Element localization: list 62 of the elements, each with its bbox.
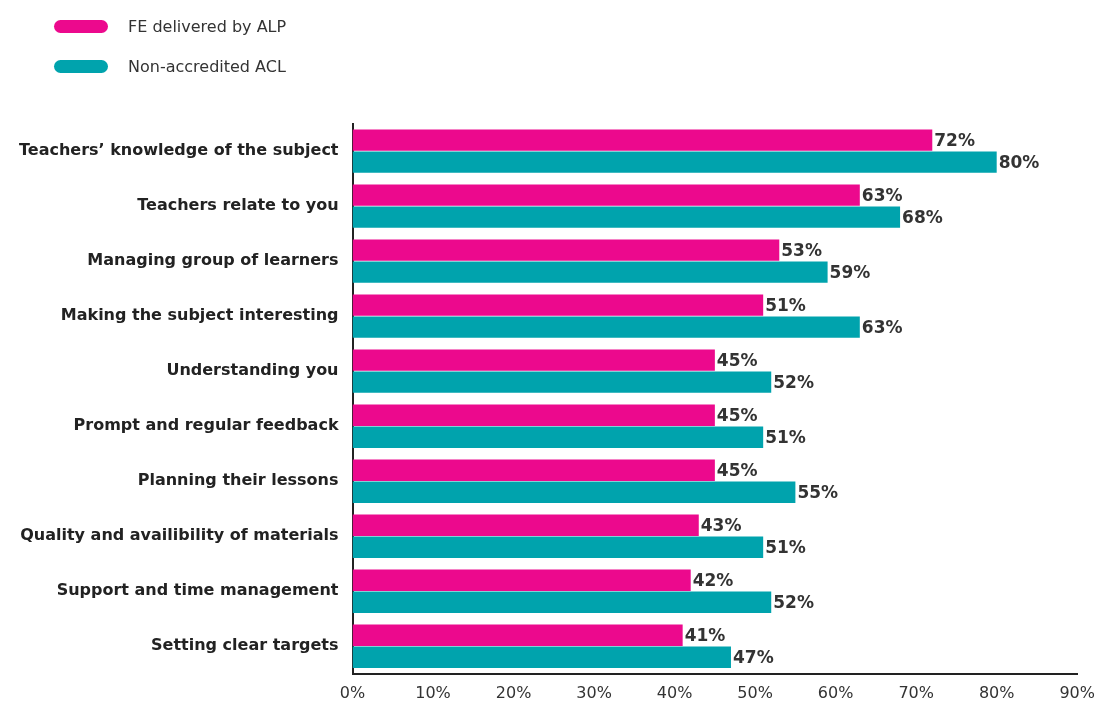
- data-label: 51%: [765, 294, 806, 315]
- x-tick-label: 0%: [339, 682, 366, 702]
- x-tick-label: 40%: [656, 682, 693, 702]
- y-tick-label: Planning their lessons: [137, 470, 339, 490]
- x-tick-label: 70%: [898, 682, 934, 702]
- bar: [352, 591, 772, 613]
- bar: [352, 426, 764, 448]
- data-label: 41%: [684, 624, 726, 645]
- y-tick-label: Managing group of learners: [87, 250, 339, 270]
- x-tick-label: 10%: [415, 682, 451, 702]
- data-label: 80%: [998, 151, 1040, 172]
- data-label: 55%: [797, 481, 839, 502]
- x-tick-label: 90%: [1059, 682, 1095, 702]
- data-label: 72%: [934, 129, 975, 150]
- data-label: 52%: [773, 591, 814, 612]
- data-label: 51%: [765, 426, 806, 447]
- bar: [352, 481, 796, 503]
- data-label: 47%: [732, 646, 774, 667]
- bar: [352, 151, 997, 173]
- data-label: 51%: [765, 536, 806, 557]
- y-tick-label: Support and time management: [56, 580, 339, 600]
- data-label: 63%: [861, 316, 903, 337]
- y-tick-label: Teachers’ knowledge of the subject: [19, 140, 339, 160]
- bar: [352, 239, 780, 261]
- bar: [352, 624, 683, 646]
- bar: [352, 459, 715, 481]
- y-tick-label: Making the subject interesting: [60, 305, 339, 325]
- data-label: 52%: [773, 371, 814, 392]
- x-tick-label: 50%: [737, 682, 773, 702]
- bar: [352, 184, 860, 206]
- y-tick-label: Teachers relate to you: [137, 195, 339, 215]
- y-tick-label: Setting clear targets: [151, 635, 339, 655]
- x-tick-label: 20%: [495, 682, 532, 702]
- data-label: 53%: [781, 239, 822, 260]
- bar: [352, 404, 715, 426]
- data-label: 43%: [700, 514, 742, 535]
- data-label: 42%: [692, 569, 734, 590]
- data-label: 68%: [902, 206, 943, 227]
- bar: [352, 514, 699, 536]
- bar: [352, 316, 860, 338]
- x-tick-label: 60%: [817, 682, 854, 702]
- data-label: 63%: [861, 184, 903, 205]
- bar: [352, 206, 901, 228]
- bar: [352, 349, 715, 371]
- x-tick-label: 30%: [576, 682, 612, 702]
- data-label: 45%: [716, 349, 758, 370]
- x-tick-label: 80%: [978, 682, 1015, 702]
- legend-label: FE delivered by ALP: [128, 16, 287, 36]
- bar: [352, 261, 828, 283]
- y-tick-label: Quality and availibility of materials: [20, 525, 339, 545]
- y-tick-label: Prompt and regular feedback: [73, 415, 339, 435]
- bar: [352, 129, 933, 151]
- legend-label: Non-accredited ACL: [128, 56, 286, 76]
- bar: [352, 536, 764, 558]
- bar: [352, 294, 764, 316]
- data-label: 45%: [716, 404, 758, 425]
- bar: [352, 371, 772, 393]
- bar: [352, 569, 691, 591]
- bar: [352, 646, 731, 668]
- data-label: 59%: [829, 261, 871, 282]
- y-tick-label: Understanding you: [166, 360, 339, 380]
- data-label: 45%: [716, 459, 758, 480]
